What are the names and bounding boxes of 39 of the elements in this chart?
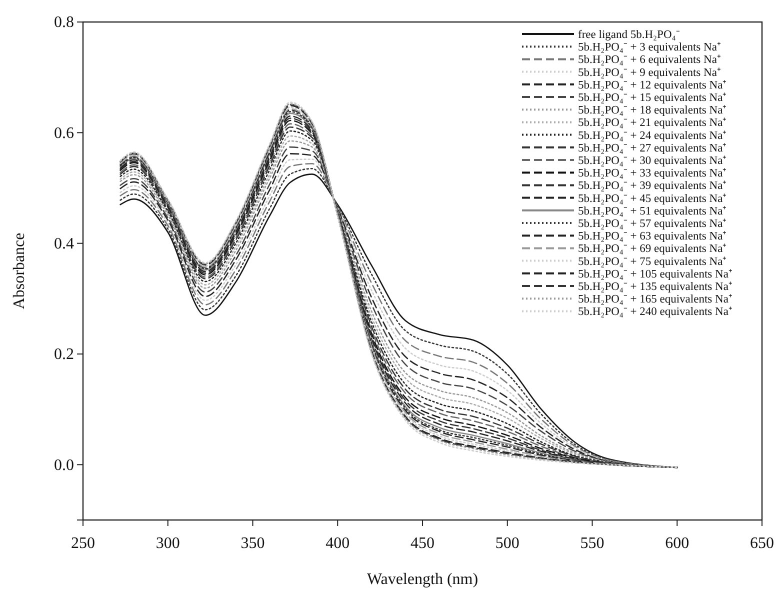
- x-tick-label: 250: [71, 535, 95, 552]
- y-tick-label: 0.6: [54, 124, 74, 142]
- y-tick-label: 0.0: [54, 456, 74, 474]
- x-tick-label: 350: [240, 535, 265, 552]
- legend-label: 5b.H₂PO₄⁻ + 69 equivalents Na⁺: [578, 243, 727, 256]
- y-tick-label: 0.4: [54, 235, 74, 252]
- x-tick-label: 500: [495, 535, 520, 552]
- legend-label: 5b.H₂PO₄⁻ + 6 equivalents Na⁺: [578, 54, 721, 66]
- x-tick-label: 650: [750, 535, 774, 552]
- x-tick-label: 600: [665, 535, 690, 552]
- legend-label: 5b.H₂PO₄⁻ + 18 equivalents Na⁺: [578, 104, 727, 117]
- legend-label: 5b.H₂PO₄⁻ + 45 equivalents Na⁺: [578, 192, 727, 205]
- legend-label: 5b.H₂PO₄⁻ + 75 equivalents Na⁺: [578, 256, 727, 268]
- legend-label: 5b.H₂PO₄⁻ + 33 equivalents Na⁺: [578, 168, 727, 180]
- x-tick-label: 300: [156, 535, 180, 552]
- legend-label: 5b.H₂PO₄⁻ + 240 equivalents Na⁺: [578, 306, 732, 318]
- legend-label: 5b.H₂PO₄⁻ + 165 equivalents Na⁺: [578, 294, 732, 306]
- x-tick-label: 400: [326, 535, 350, 552]
- legend-label: 5b.H₂PO₄⁻ + 15 equivalents Na⁺: [578, 92, 727, 104]
- legend-label: 5b.H₂PO₄⁻ + 51 equivalents Na⁺: [578, 205, 727, 218]
- legend-label: 5b.H₂PO₄⁻ + 12 equivalents Na⁺: [578, 79, 727, 92]
- legend-label: 5b.H₂PO₄⁻ + 105 equivalents Na⁺: [578, 268, 732, 280]
- legend-label: 5b.H₂PO₄⁻ + 39 equivalents Na⁺: [578, 180, 727, 192]
- x-axis-title: Wavelength (nm): [366, 571, 478, 588]
- legend-label: 5b.H₂PO₄⁻ + 21 equivalents Na⁺: [578, 117, 727, 130]
- legend-label: 5b.H₂PO₄⁻ + 24 equivalents Na⁺: [578, 130, 727, 142]
- legend-label: 5b.H₂PO₄⁻ + 57 equivalents Na⁺: [578, 218, 727, 230]
- x-tick-label: 550: [580, 535, 604, 552]
- legend-label: 5b.H₂PO₄⁻ + 30 equivalents Na⁺: [578, 155, 727, 167]
- legend-label: 5b.H₂PO₄⁻ + 9 equivalents Na⁺: [578, 66, 721, 79]
- legend-label: 5b.H₂PO₄⁻ + 135 equivalents Na⁺: [578, 281, 732, 293]
- y-tick-label: 0.2: [54, 346, 74, 364]
- y-tick-label: 0.8: [54, 14, 74, 32]
- x-tick-label: 450: [410, 535, 434, 552]
- legend-label: 5b.H₂PO₄⁻ + 3 equivalents Na⁺: [578, 42, 721, 54]
- legend-label: 5b.H₂PO₄⁻ + 63 equivalents Na⁺: [578, 230, 727, 243]
- legend-label: 5b.H₂PO₄⁻ + 27 equivalents Na⁺: [578, 142, 727, 154]
- y-axis-title: Absorbance: [11, 232, 28, 310]
- legend-label: free ligand 5b.H₂PO₄⁻: [578, 29, 680, 41]
